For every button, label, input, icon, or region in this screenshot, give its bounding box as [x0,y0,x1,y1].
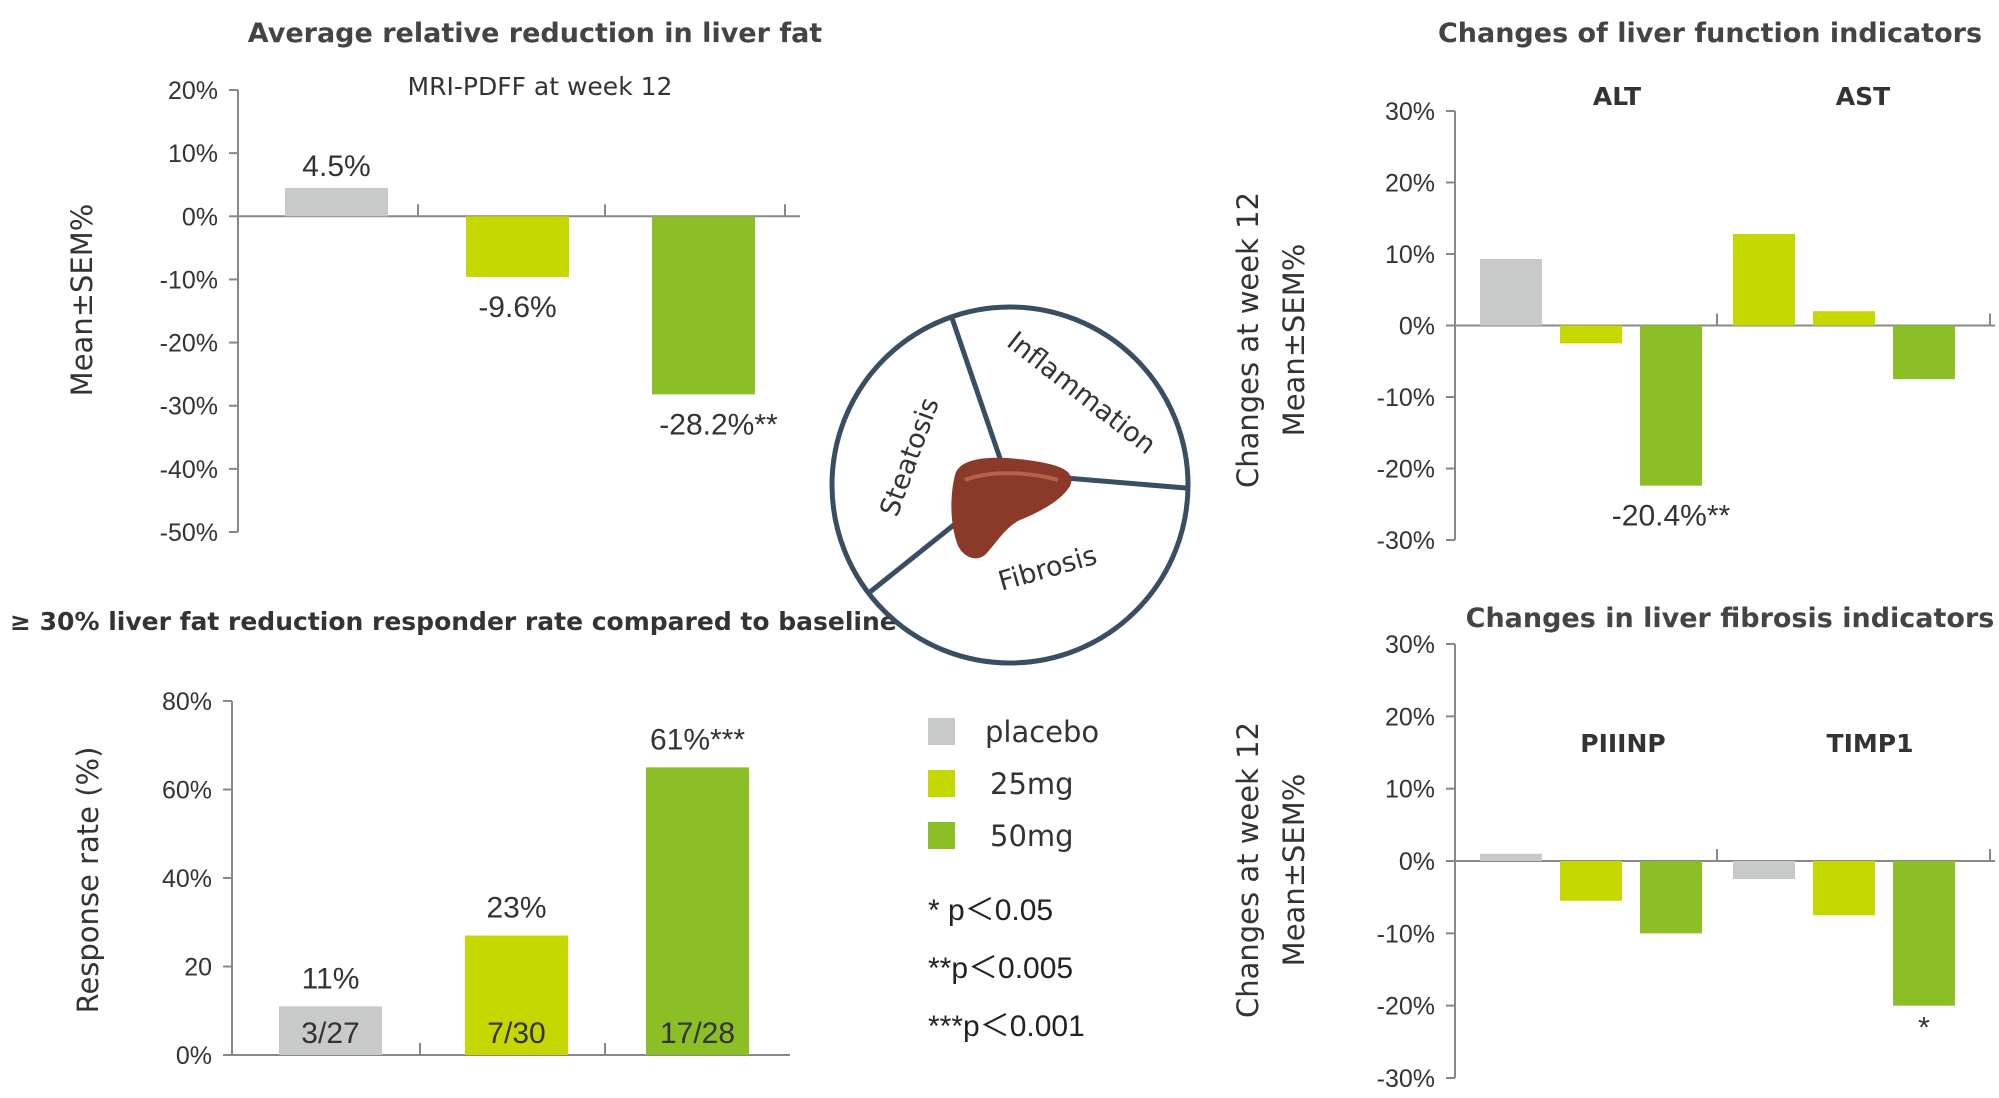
fibrosis-y-tick-label: -30% [1377,1065,1435,1093]
liver-function-bar-AST-placebo [1733,233,1795,326]
liver-function-group-label: ALT [1593,82,1641,111]
fibrosis-title: Changes in liver fibrosis indicators [1466,603,1995,634]
fibrosis-y-tick-label: 30% [1385,631,1435,659]
pvalue-1: * p＜0.05 [928,894,1053,927]
liver-fat-y-tick-label: -50% [160,519,218,547]
liver-fat-chart: Average relative reduction in liver fat … [65,18,822,547]
liver-fat-data-label: -28.2%** [659,408,778,441]
legend-label-placebo: placebo [985,715,1099,749]
liver-function-y-tick-label: 20% [1385,170,1435,198]
fibrosis-y-tick-label: 20% [1385,703,1435,731]
liver-function-bar-ALT-placebo [1480,259,1542,326]
fibrosis-bar-TIMP1-50mg [1893,861,1955,1006]
fibrosis-bar-TIMP1-placebo [1733,861,1795,880]
diagram-divider-1 [949,317,1008,474]
responder-bar-25mg [465,935,568,1055]
liver-function-y-tick-label: -30% [1377,527,1435,555]
responder-rate-chart: ≥ 30% liver fat reduction responder rate… [10,607,897,1070]
liver-fat-data-label: -9.6% [478,291,556,324]
liver-function-bar-AST-25mg [1813,311,1875,326]
responder-rate-title: ≥ 30% liver fat reduction responder rate… [10,607,897,636]
liver-function-group-label: AST [1836,82,1890,111]
legend: placebo 25mg 50mg [928,715,1099,853]
responder-count-label: 7/30 [487,1017,545,1050]
fibrosis-ylabel-1: Changes at week 12 [1231,722,1265,1018]
liver-function-y-tick-label: 10% [1385,241,1435,269]
legend-swatch-25mg [928,770,955,797]
responder-bar-50mg [646,767,749,1055]
legend-swatch-50mg [928,822,955,849]
liver-function-bar-ALT-25mg [1560,325,1622,344]
liver-function-bar-AST-50mg [1893,325,1955,380]
fibrosis-group-label: TIMP1 [1827,729,1914,758]
liver-fat-bar-50mg [652,216,755,395]
responder-bar-placebo [279,1006,382,1055]
pvalue-notes: * p＜0.05 **p＜0.005 ***p＜0.001 [928,894,1085,1043]
responder-data-label: 11% [302,962,360,995]
liver-function-ylabel-2: Mean±SEM% [1277,244,1311,437]
liver-function-title: Changes of liver function indicators [1438,18,1982,49]
responder-y-tick-label: 20 [184,954,212,982]
liver-function-chart: Changes of liver function indicators Cha… [1231,18,1995,555]
liver-function-y-tick-label: 30% [1385,98,1435,126]
liver-function-ylabel-1: Changes at week 12 [1231,192,1265,488]
fibrosis-bar-TIMP1-25mg [1813,861,1875,916]
liver-function-y-tick-label: 0% [1399,313,1435,341]
liver-fat-y-tick-label: 0% [182,203,218,231]
liver-fat-y-tick-label: -10% [160,266,218,294]
fibrosis-bar-PIIINP-50mg [1640,861,1702,934]
responder-data-label: 23% [486,892,546,925]
pvalue-3: ***p＜0.001 [928,1010,1085,1043]
responder-count-label: 3/27 [301,1017,359,1050]
fibrosis-bar-PIIINP-25mg [1560,861,1622,901]
liver-function-y-tick-label: -20% [1377,456,1435,484]
liver-fat-title: Average relative reduction in liver fat [248,18,822,49]
liver-fat-bar-25mg [466,216,569,277]
liver-fat-subtitle: MRI-PDFF at week 12 [408,72,673,101]
responder-y-tick-label: 60% [162,777,212,805]
responder-data-label: 61%*** [650,723,745,756]
fibrosis-ylabel-2: Mean±SEM% [1277,774,1311,967]
liver-fat-y-tick-label: -20% [160,330,218,358]
fibrosis-bar-PIIINP-placebo [1480,853,1542,861]
liver-fat-y-tick-label: -40% [160,456,218,484]
fibrosis-y-tick-label: 0% [1399,848,1435,876]
fibrosis-chart: Changes in liver fibrosis indicators Cha… [1231,603,1995,1093]
liver-fat-y-tick-label: 20% [168,77,218,105]
legend-label-50mg: 50mg [990,819,1074,853]
responder-count-label: 17/28 [660,1017,735,1050]
fibrosis-group-label: PIIINP [1580,729,1665,758]
pvalue-2: **p＜0.005 [928,952,1073,985]
responder-rate-ylabel: Response rate (%) [71,747,105,1014]
responder-y-tick-label: 80% [162,688,212,716]
liver-function-y-tick-label: -10% [1377,384,1435,412]
liver-fat-data-label: 4.5% [302,150,370,183]
liver-function-bar-ALT-50mg [1640,325,1702,486]
fibrosis-y-tick-label: -10% [1377,920,1435,948]
liver-fat-y-tick-label: -30% [160,393,218,421]
responder-y-tick-label: 0% [176,1042,212,1070]
responder-y-tick-label: 40% [162,865,212,893]
liver-fat-bar-placebo [285,187,388,217]
liver-fat-y-tick-label: 10% [168,140,218,168]
legend-label-25mg: 25mg [990,767,1074,801]
liver-fat-ylabel: Mean±SEM% [65,204,99,397]
fibrosis-y-tick-label: 10% [1385,776,1435,804]
liver-disease-diagram: Steatosis Inflammation Fibrosis [829,304,1191,666]
liver-function-annotation: -20.4%** [1612,500,1731,533]
liver-icon [951,457,1072,559]
legend-swatch-placebo [928,718,955,745]
fibrosis-y-tick-label: -20% [1377,993,1435,1021]
fibrosis-annotation: * [1918,1012,1930,1045]
